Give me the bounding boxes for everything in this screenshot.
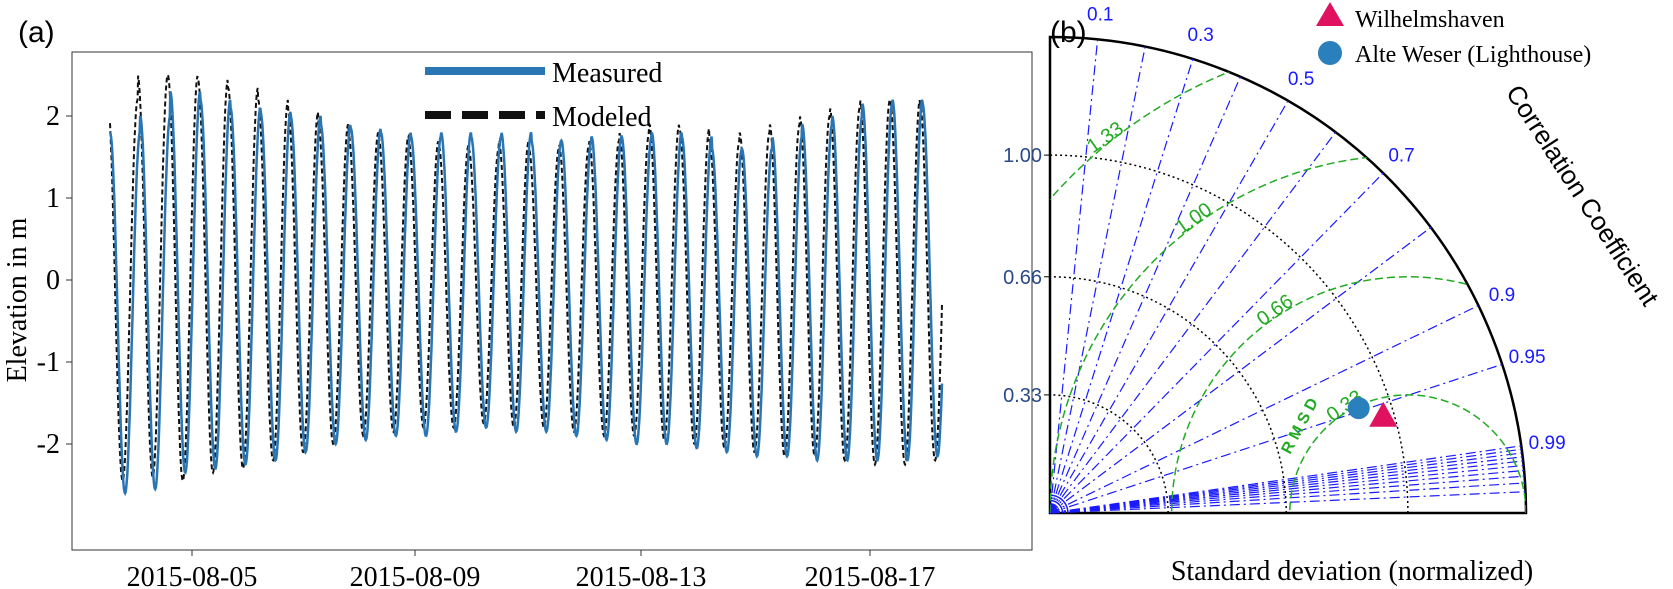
y-tick-label: -2	[37, 429, 60, 460]
corr-tick-label: 0.5	[1288, 69, 1314, 90]
panel-b-legend: Wilhelmshaven Alte Weser (Lighthouse)	[1316, 2, 1591, 68]
legend-wilhelmshaven-label: Wilhelmshaven	[1355, 7, 1505, 33]
correlation-line	[1049, 491, 1526, 514]
std-arc	[1049, 154, 1409, 514]
panel-a-series	[108, 72, 944, 497]
x-tick-label: 2015-08-13	[576, 562, 707, 589]
corr-tick-label: 0.1	[1087, 4, 1113, 25]
x-tick-label: 2015-08-09	[350, 562, 481, 589]
legend-alte-weser-label: Alte Weser (Lighthouse)	[1355, 42, 1591, 68]
correlation-line	[1049, 482, 1526, 514]
y-tick-label: 1	[46, 183, 60, 214]
x-tick-label: 2015-08-05	[127, 562, 258, 589]
legend-wilhelmshaven-marker	[1316, 2, 1344, 26]
legend-measured-label: Measured	[552, 58, 662, 89]
correlation-line	[1049, 226, 1432, 514]
corr-tick-label: 0.95	[1509, 347, 1546, 368]
modeled-series-line	[109, 72, 943, 484]
y-tick-label: 0	[46, 265, 60, 296]
panel-b-label: (b)	[1050, 16, 1087, 49]
correlation-line	[1049, 452, 1523, 514]
point-wilhelmshaven	[1369, 401, 1398, 427]
correlation-line	[1049, 76, 1241, 514]
corr-tick-label: 0.99	[1529, 433, 1566, 454]
corr-tick-label: 0.3	[1187, 25, 1213, 46]
rmsd-arcs	[1050, 37, 1526, 513]
rmsd-tick-label: 0.66	[1253, 290, 1298, 330]
rmsd-tick-label: 1.33	[1083, 118, 1128, 158]
std-tick-label: 1.00	[1003, 145, 1042, 167]
correlation-line	[1049, 172, 1384, 514]
measured-series-line	[108, 91, 944, 497]
panel-a-y-axis: 2 1 0 -1 -2	[37, 101, 72, 460]
origin-arc	[1049, 499, 1064, 514]
corr-tick-label: 0.9	[1489, 285, 1515, 306]
taylor-corr-title: Correlation Coefficient	[1500, 79, 1665, 311]
taylor-boundary	[1048, 35, 1528, 515]
x-tick-label: 2015-08-17	[805, 562, 936, 589]
std-arc	[1049, 276, 1287, 514]
point-alte-weser	[1347, 397, 1370, 420]
panel-a-legend: Measured Modeled	[425, 58, 662, 133]
rmsd-arc	[1170, 276, 1526, 513]
rmsd-axis-label: R M S D	[1279, 396, 1322, 457]
taylor-diagram: 0.330.661.000.10.30.50.70.90.950.990.330…	[1003, 4, 1566, 515]
panel-a-x-axis: 2015-08-05 2015-08-09 2015-08-13 2015-08-17	[127, 550, 936, 589]
correlation-line	[1049, 456, 1523, 514]
rmsd-tick-label: 1.00	[1172, 199, 1217, 239]
legend-alte-weser-marker	[1318, 41, 1342, 65]
std-arc	[1049, 394, 1169, 514]
std-tick-label: 0.33	[1003, 385, 1042, 407]
std-tick-label: 0.66	[1003, 267, 1042, 289]
corr-tick-label: 0.7	[1388, 145, 1414, 166]
rmsd-arc	[1289, 394, 1526, 513]
taylor-xlabel: Standard deviation (normalized)	[1171, 556, 1533, 587]
panel-a-ylabel: Elevation in m	[2, 217, 33, 382]
correlation-line	[1049, 304, 1479, 514]
correlation-line	[1049, 448, 1522, 514]
correlation-line	[1049, 46, 1146, 514]
panel-a-label: (a)	[18, 16, 55, 49]
y-tick-label: 2	[46, 101, 60, 132]
correlation-line	[1049, 469, 1525, 514]
y-tick-label: -1	[37, 347, 60, 378]
panel-a-frame	[71, 51, 1033, 551]
legend-modeled-label: Modeled	[552, 102, 652, 133]
origin-arc	[1049, 494, 1069, 514]
